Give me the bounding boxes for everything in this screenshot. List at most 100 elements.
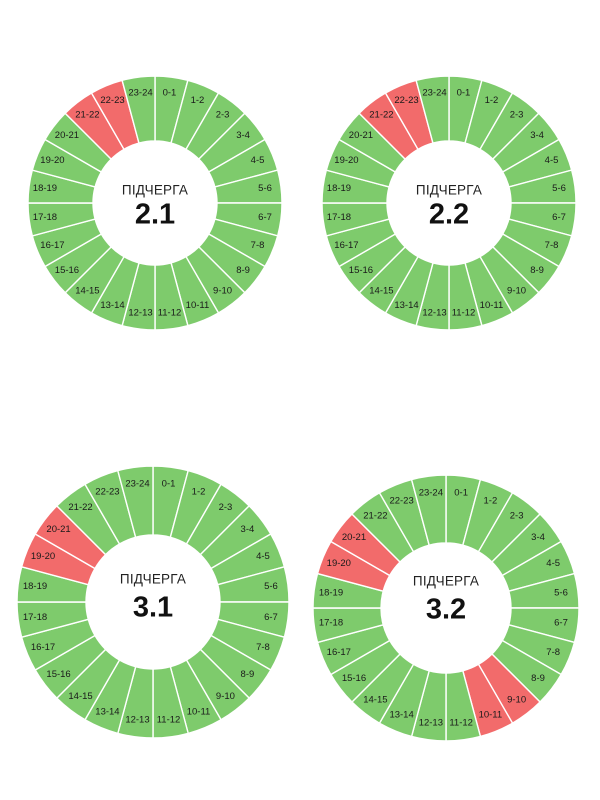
hour-label: 11-12 bbox=[452, 308, 476, 319]
hour-label: 11-12 bbox=[157, 714, 181, 725]
hour-label: 5-6 bbox=[552, 183, 566, 194]
hour-label: 0-1 bbox=[162, 479, 176, 490]
hour-label: 12-13 bbox=[422, 308, 446, 319]
hour-label: 17-18 bbox=[33, 212, 57, 223]
hour-label: 16-17 bbox=[31, 642, 55, 653]
hour-labels: 0-11-22-33-44-55-66-77-88-99-1010-1111-1… bbox=[23, 479, 278, 726]
hour-label: 20-21 bbox=[46, 524, 70, 535]
hour-labels: 0-11-22-33-44-55-66-77-88-99-1010-1111-1… bbox=[33, 87, 272, 318]
hour-label: 1-2 bbox=[191, 95, 205, 106]
hour-label: 16-17 bbox=[327, 647, 351, 658]
hour-label: 13-14 bbox=[394, 300, 418, 311]
hour-segments bbox=[312, 474, 580, 742]
hour-label: 19-20 bbox=[31, 551, 55, 562]
hour-label: 5-6 bbox=[264, 581, 278, 592]
hour-label: 9-10 bbox=[507, 286, 526, 297]
hour-label: 7-8 bbox=[546, 647, 560, 658]
hour-label: 3-4 bbox=[531, 532, 545, 543]
hour-label: 19-20 bbox=[334, 155, 358, 166]
hour-label: 6-7 bbox=[264, 612, 278, 623]
hour-label: 2-3 bbox=[216, 109, 230, 120]
hour-label: 6-7 bbox=[258, 212, 272, 223]
hour-label: 3-4 bbox=[530, 130, 544, 141]
hour-label: 6-7 bbox=[552, 212, 566, 223]
hour-label: 13-14 bbox=[100, 300, 124, 311]
hour-label: 22-23 bbox=[95, 487, 119, 498]
hour-labels: 0-11-22-33-44-55-66-77-88-99-1010-1111-1… bbox=[327, 87, 566, 318]
center-caption: ПІДЧЕРГА bbox=[120, 572, 186, 587]
center-caption: ПІДЧЕРГА bbox=[413, 574, 479, 589]
hour-label: 14-15 bbox=[68, 691, 92, 702]
hour-label: 10-11 bbox=[480, 300, 504, 311]
hour-label: 14-15 bbox=[75, 286, 99, 297]
hour-label: 11-12 bbox=[158, 308, 182, 319]
hour-label: 0-1 bbox=[457, 87, 471, 98]
hour-label: 18-19 bbox=[327, 183, 351, 194]
hour-label: 20-21 bbox=[55, 130, 79, 141]
hour-label: 19-20 bbox=[327, 558, 351, 569]
hour-label: 17-18 bbox=[319, 618, 343, 629]
hour-label: 7-8 bbox=[251, 240, 265, 251]
hour-label: 8-9 bbox=[241, 669, 255, 680]
hour-label: 1-2 bbox=[484, 495, 498, 506]
hour-label: 21-22 bbox=[68, 502, 92, 513]
center-caption: ПІДЧЕРГА bbox=[416, 183, 482, 198]
queue-number: 3.1 bbox=[133, 592, 173, 624]
hour-label: 0-1 bbox=[454, 488, 468, 499]
hour-label: 18-19 bbox=[23, 581, 47, 592]
hour-label: 18-19 bbox=[33, 183, 57, 194]
hour-label: 2-3 bbox=[510, 109, 524, 120]
hour-label: 8-9 bbox=[530, 265, 544, 276]
hour-labels: 0-11-22-33-44-55-66-77-88-99-1010-1111-1… bbox=[319, 488, 568, 729]
hour-label: 17-18 bbox=[327, 212, 351, 223]
hour-label: 23-24 bbox=[125, 479, 149, 490]
hour-label: 23-24 bbox=[128, 87, 152, 98]
hour-label: 16-17 bbox=[40, 240, 64, 251]
hour-label: 15-16 bbox=[349, 265, 373, 276]
hour-label: 22-23 bbox=[389, 495, 413, 506]
hour-label: 9-10 bbox=[213, 286, 232, 297]
hour-label: 14-15 bbox=[363, 695, 387, 706]
hour-label: 14-15 bbox=[369, 286, 393, 297]
hour-segment-23-24-power-on bbox=[410, 474, 447, 547]
hour-label: 2-3 bbox=[510, 510, 524, 521]
queue-3-1-wheel: 0-1 1-2 2-3 3-4 4-5 5-6 6-7 7-8 8-9 9-10 10-11 11-1… bbox=[16, 465, 290, 739]
queue-number: 3.2 bbox=[426, 594, 466, 626]
hour-label: 22-23 bbox=[394, 95, 418, 106]
hour-label: 17-18 bbox=[23, 612, 47, 623]
hour-label: 21-22 bbox=[75, 109, 99, 120]
hour-label: 8-9 bbox=[236, 265, 250, 276]
hour-label: 12-13 bbox=[125, 714, 149, 725]
hour-label: 13-14 bbox=[95, 706, 119, 717]
hour-label: 10-11 bbox=[479, 710, 503, 721]
hour-label: 7-8 bbox=[545, 240, 559, 251]
hour-label: 20-21 bbox=[349, 130, 373, 141]
hour-label: 21-22 bbox=[369, 109, 393, 120]
hour-label: 16-17 bbox=[334, 240, 358, 251]
hour-label: 4-5 bbox=[251, 155, 265, 166]
hour-label: 22-23 bbox=[100, 95, 124, 106]
hour-label: 5-6 bbox=[554, 587, 568, 598]
hour-label: 4-5 bbox=[546, 558, 560, 569]
queue-3-2-wheel: 0-1 1-2 2-3 3-4 4-5 5-6 6-7 7-8 8-9 9-10 10-11 11-1… bbox=[312, 474, 580, 742]
hour-label: 5-6 bbox=[258, 183, 272, 194]
hour-segments bbox=[16, 465, 290, 739]
hour-label: 4-5 bbox=[256, 551, 270, 562]
hour-segment-23-24-power-on bbox=[121, 75, 156, 144]
hour-label: 18-19 bbox=[319, 587, 343, 598]
hour-label: 15-16 bbox=[46, 669, 70, 680]
hour-label: 19-20 bbox=[40, 155, 64, 166]
hour-segment-23-24-power-on bbox=[116, 465, 154, 539]
queue-number: 2.2 bbox=[429, 199, 469, 231]
hour-segments bbox=[321, 75, 577, 331]
center-caption: ПІДЧЕРГА bbox=[122, 183, 188, 198]
hour-label: 12-13 bbox=[419, 718, 443, 729]
hour-label: 0-1 bbox=[163, 87, 177, 98]
hour-label: 20-21 bbox=[342, 532, 366, 543]
hour-label: 2-3 bbox=[219, 502, 233, 513]
hour-label: 8-9 bbox=[531, 673, 545, 684]
queue-number: 2.1 bbox=[135, 199, 175, 231]
hour-label: 12-13 bbox=[128, 308, 152, 319]
hour-label: 9-10 bbox=[507, 695, 526, 706]
